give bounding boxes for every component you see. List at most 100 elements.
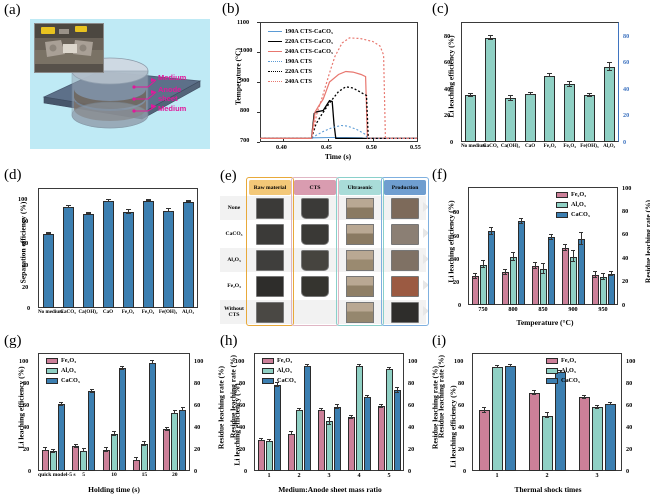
error-cap (51, 448, 56, 450)
panel-g-y2tick-3: 60 (194, 402, 201, 409)
sample-photo (301, 276, 329, 297)
panel-f-legend: Fe₂O₃ Al₂O₃ CaCO₃ (556, 190, 590, 220)
panel-i-ytick-5: 100 (454, 358, 464, 365)
error-cap (142, 445, 147, 447)
error-bar (396, 387, 398, 394)
bar (569, 256, 577, 305)
legend-label: Al₂O₃ (61, 367, 76, 374)
bar (179, 409, 187, 471)
error-bar (559, 370, 561, 374)
panel-i-ytick-1: 20 (458, 446, 465, 453)
panel-b-curves (260, 37, 418, 140)
error-cap (533, 268, 537, 270)
panel-a-label: (a) (4, 2, 21, 18)
bar (564, 84, 576, 142)
error-cap (81, 448, 86, 450)
error-bar (167, 208, 169, 213)
panel-f-y2tick-5: 100 (622, 185, 632, 192)
error-cap (305, 364, 309, 366)
error-bar (268, 439, 270, 443)
panel-d-ytick-2: 40 (22, 262, 29, 269)
panel-h-xticklabels: 1 2 3 4 5 (254, 472, 404, 484)
error-cap (571, 250, 575, 252)
panel-i-xlabel: Thermal shock times (514, 485, 582, 494)
x-tick-label: 10 (111, 472, 117, 478)
error-cap (545, 412, 549, 414)
error-bar (105, 448, 107, 453)
panel-e-grid: None CaCO₃ Al₂O₃ Fe₂O₃ Without CTS Raw materi… (216, 166, 429, 332)
error-cap (349, 415, 353, 417)
bar (504, 98, 516, 142)
column-group (381, 177, 429, 326)
dashed-line-swatch-icon (268, 81, 282, 82)
legend-row: Fe₂O₃ (546, 356, 580, 365)
x-tick-label: Fe(OH)₃ (580, 143, 599, 149)
error-bar (569, 81, 571, 87)
error-bar (529, 92, 531, 96)
error-cap (104, 447, 108, 449)
error-bar (366, 396, 368, 399)
error-cap (165, 207, 171, 209)
error-cap (563, 244, 567, 246)
error-cap (541, 272, 545, 274)
panel-i: (i) Residue leaching rate (%) Li leachin… (428, 332, 650, 499)
error-bar (608, 62, 610, 72)
error-bar (482, 261, 484, 269)
panel-g-bars (38, 353, 190, 471)
error-cap (481, 260, 485, 262)
error-cap (172, 412, 177, 414)
panel-b-ytick-4: 1100 (237, 19, 250, 26)
sample-photo (256, 250, 284, 271)
panel-h-ytick-5: 100 (235, 358, 245, 365)
legend-color-swatch-icon (262, 357, 274, 364)
equipment-photo-inset (34, 23, 104, 73)
legend-row-b3: 190A CTS (268, 57, 333, 66)
bar (479, 264, 487, 305)
bar (544, 75, 556, 142)
error-cap (468, 96, 474, 98)
error-bar (496, 365, 498, 368)
bar (102, 450, 110, 471)
panel-c: (c) Li leaching efficiency (%) Residue l… (428, 0, 650, 166)
error-cap (593, 276, 597, 278)
legend-label-b4: 220A CTS (285, 68, 312, 75)
bar (162, 210, 174, 308)
sample-photo (346, 198, 374, 219)
error-cap (527, 91, 533, 93)
line-swatch-icon (268, 41, 282, 42)
error-cap (488, 39, 494, 41)
error-cap (165, 211, 171, 213)
bar (578, 397, 590, 471)
legend-label: Al₂O₃ (571, 201, 586, 208)
row-label: Without CTS (224, 306, 244, 318)
sample-photo (301, 250, 329, 271)
error-cap (549, 233, 553, 235)
panel-h-xlabel: Medium:Anode sheet mass ratio (278, 485, 382, 494)
error-bar (75, 445, 77, 448)
error-cap (379, 403, 383, 405)
panel-c-y2tick-3: 60 (623, 59, 630, 66)
error-cap (357, 365, 361, 367)
x-tick-label: 750 (478, 306, 488, 313)
error-cap (51, 451, 56, 453)
error-bar (542, 264, 544, 274)
error-cap (532, 390, 536, 392)
error-cap (395, 392, 399, 394)
error-cap (185, 201, 191, 203)
bar (303, 366, 311, 471)
panel-i-ytick-0: 0 (463, 468, 467, 475)
panel-c-y2tick-0: 0 (623, 139, 627, 146)
legend-color-swatch-icon (262, 377, 274, 384)
sample-photo (391, 198, 419, 219)
error-bar (512, 253, 514, 262)
x-tick-label: 3 (595, 472, 599, 479)
bar (140, 444, 148, 471)
bar (80, 450, 88, 471)
panel-h-y2tick-5: 100 (408, 358, 418, 365)
error-bar (588, 94, 590, 97)
sample-photo (256, 276, 284, 297)
error-bar (549, 74, 551, 77)
bar (257, 439, 265, 471)
panel-c-label: (c) (432, 1, 449, 17)
